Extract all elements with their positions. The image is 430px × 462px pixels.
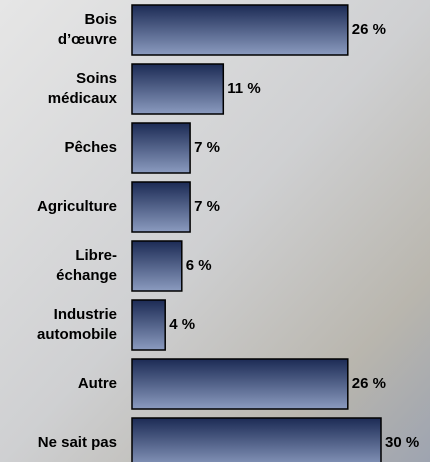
bar bbox=[131, 4, 349, 56]
value-label: 7 % bbox=[194, 139, 220, 156]
value-label: 30 % bbox=[385, 434, 419, 451]
category-label: Libre- bbox=[75, 247, 117, 264]
value-label: 26 % bbox=[352, 21, 386, 38]
category-label: automobile bbox=[37, 326, 117, 343]
category-label: échange bbox=[56, 267, 117, 284]
category-label: Ne sait pas bbox=[38, 434, 117, 451]
value-label: 6 % bbox=[186, 257, 212, 274]
category-label: d’œuvre bbox=[58, 31, 117, 48]
category-label: Autre bbox=[78, 375, 117, 392]
value-label: 4 % bbox=[169, 316, 195, 333]
bar bbox=[131, 299, 166, 351]
bar bbox=[131, 122, 191, 174]
value-label: 7 % bbox=[194, 198, 220, 215]
category-label: Pêches bbox=[64, 139, 117, 156]
category-label: Bois bbox=[84, 11, 117, 28]
bar bbox=[131, 63, 225, 115]
bar bbox=[131, 417, 382, 462]
category-label: Soins bbox=[76, 70, 117, 87]
bar bbox=[131, 240, 183, 292]
category-label: Agriculture bbox=[37, 198, 117, 215]
value-label: 11 % bbox=[227, 80, 260, 97]
bar bbox=[131, 358, 349, 410]
value-label: 26 % bbox=[352, 375, 386, 392]
category-label: médicaux bbox=[48, 90, 118, 107]
category-label: Industrie bbox=[54, 306, 117, 323]
bar bbox=[131, 181, 191, 233]
